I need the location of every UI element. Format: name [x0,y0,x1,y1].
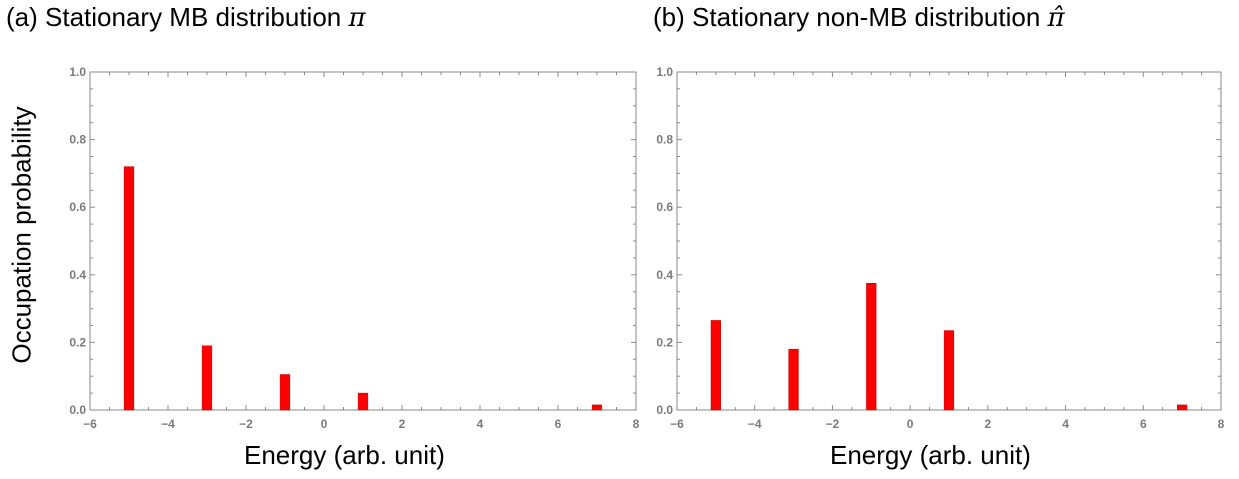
panel-b-x-tick-label: 8 [1218,417,1225,431]
panel-a-bar [591,404,603,411]
panel-b-x-tick-label: −6 [670,417,684,431]
panel-b-y-tick-label: 0.2 [656,335,673,349]
panel-a-x-tick-label: −4 [161,417,175,431]
panel-a-y-tick-label: 1.0 [69,65,86,79]
panel-b-x-tick-label: 0 [907,417,914,431]
panel-a-bar [357,392,369,411]
panel-b-bar [710,320,721,411]
panel-a-x-tick-label: −6 [83,417,97,431]
panel-b-bar [866,283,877,411]
panel-b-x-tick-label: 4 [1062,417,1069,431]
panel-a-x-tick-label: −2 [239,417,253,431]
panel-a-x-tick-label: 8 [633,417,640,431]
panel-b-title: (b) Stationary non-MB distribution π̂ [653,2,1065,33]
panel-a-y-tick-label: 0.6 [69,200,86,214]
panel-a-y-tick-label: 0.8 [69,133,86,147]
panel-b-title-symbol: π̂ [1047,3,1065,33]
panel-b-y-tick-label: 0.4 [656,268,673,282]
panel-a-plot-frame [89,71,637,411]
panel-a-x-axis-label: Energy (arb. unit) [244,440,445,470]
panel-b-bar [1177,404,1188,411]
panel-b-y-tick-label: 1.0 [656,65,673,79]
panel-a-x-tick-label: 4 [477,417,484,431]
panel-a-title: (a) Stationary MB distribution π [6,2,366,33]
panel-a-title-text: (a) Stationary MB distribution [6,2,349,32]
panel-b-y-tick-label: 0.6 [656,200,673,214]
panel-b-x-axis-label: Energy (arb. unit) [830,440,1031,470]
panel-b-x-tick-label: −4 [748,417,762,431]
panel-a-bar [123,166,135,411]
panel-a-title-symbol: π [348,3,366,33]
panel-a-x-tick-label: 0 [321,417,328,431]
panel-a-bar [201,345,213,411]
panel-b-y-tick-label: 0.8 [656,133,673,147]
panel-a-x-tick-label: 6 [555,417,562,431]
panel-b-x-tick-label: 6 [1140,417,1147,431]
panel-a-y-tick-label: 0.2 [69,335,86,349]
panel-b-x-tick-label: 2 [985,417,992,431]
panel-a-bar [279,374,291,411]
panel-b-x-tick-label: −2 [826,417,840,431]
panel-b-title-text: (b) Stationary non-MB distribution [653,2,1048,32]
panel-a-y-tick-label: 0.0 [69,403,86,417]
panel-b-y-tick-label: 0.0 [656,403,673,417]
panel-a-y-tick-label: 0.4 [69,268,86,282]
panel-b-bar [943,330,955,411]
panel-a-x-tick-label: 2 [399,417,406,431]
panel-b-bar [788,348,799,411]
